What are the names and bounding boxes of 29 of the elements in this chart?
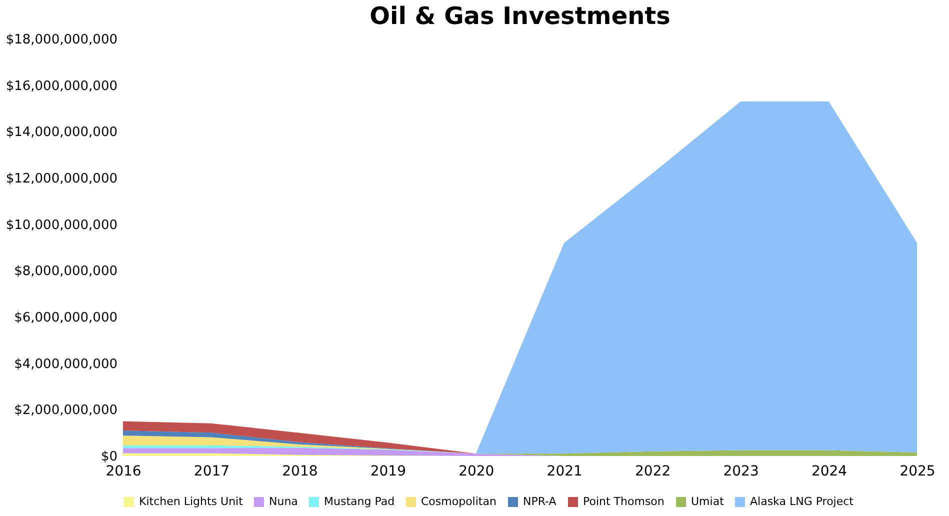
x-tick-label: 2023 — [723, 464, 759, 480]
x-tick-label: 2021 — [546, 464, 582, 480]
legend-label: Umiat — [691, 495, 725, 508]
y-tick-label: $16,000,000,000 — [6, 78, 118, 94]
legend-label: Kitchen Lights Unit — [139, 495, 244, 508]
x-tick-label: 2018 — [282, 464, 318, 480]
x-tick-label: 2025 — [900, 464, 936, 480]
y-tick-label: $4,000,000,000 — [14, 356, 118, 372]
legend-label: Point Thomson — [583, 495, 664, 508]
legend-label: Nuna — [269, 495, 298, 508]
legend-label: Mustang Pad — [324, 495, 395, 508]
legend-label: NPR-A — [523, 495, 557, 508]
y-tick-label: $12,000,000,000 — [6, 172, 118, 186]
y-tick-label: $14,000,000,000 — [6, 125, 118, 140]
x-tick-label: 2022 — [635, 464, 671, 480]
x-tick-label: 2024 — [811, 464, 848, 480]
y-tick-label: $18,000,000,000 — [6, 32, 118, 48]
x-tick-label: 2017 — [194, 464, 230, 480]
x-tick-label: 2019 — [370, 464, 406, 480]
y-tick-label: $6,000,000,000 — [14, 310, 118, 326]
y-tick-label: $0 — [100, 450, 118, 464]
x-tick-label: 2020 — [458, 464, 494, 480]
legend-label: Alaska LNG Project — [750, 495, 854, 508]
y-tick-label: $2,000,000,000 — [14, 403, 118, 418]
y-tick-label: $8,000,000,000 — [14, 264, 118, 280]
x-tick-label: 2016 — [106, 464, 142, 480]
chart-title: Oil & Gas Investments — [370, 2, 670, 30]
legend-label: Cosmopolitan — [421, 495, 496, 508]
y-tick-label: $10,000,000,000 — [6, 218, 118, 233]
